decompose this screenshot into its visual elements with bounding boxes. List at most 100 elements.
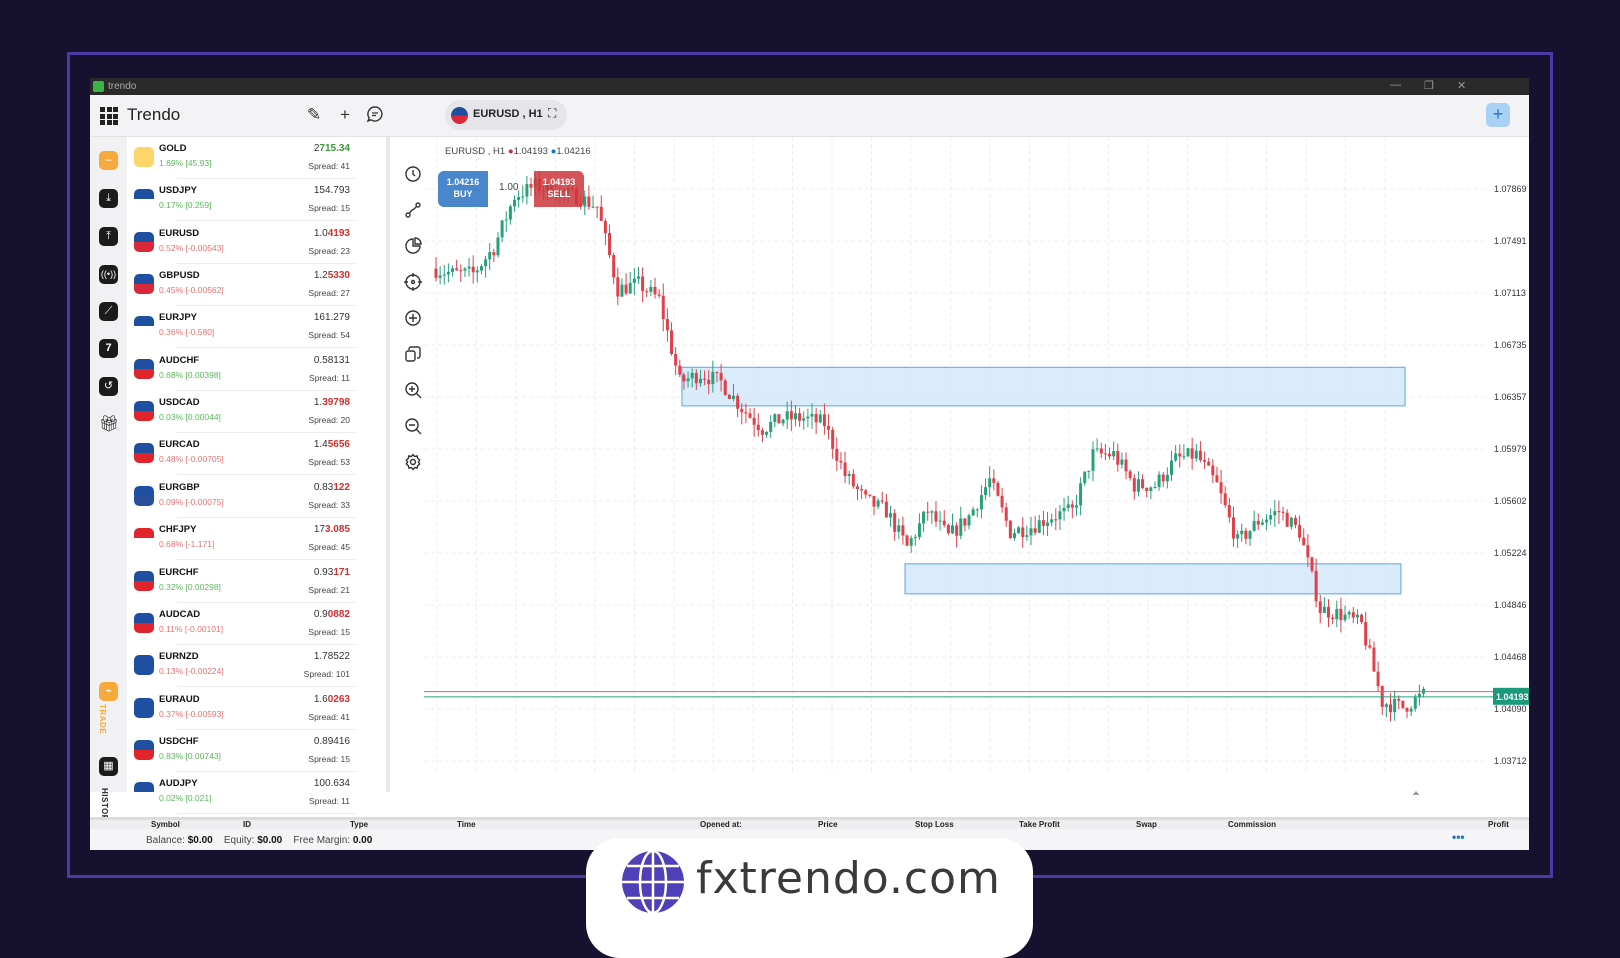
- gift-icon[interactable]: 🎁︎: [99, 416, 120, 433]
- column-swap[interactable]: Swap: [1136, 820, 1157, 829]
- symbol-row-eurchf[interactable]: EURCHF 0.32% [0.00298] 0.93171 Spread: 2…: [127, 561, 386, 603]
- symbol-name: USDCAD: [159, 397, 200, 409]
- candle-body: [744, 412, 748, 414]
- candle-body: [1136, 479, 1140, 492]
- layers-icon[interactable]: [404, 345, 422, 363]
- symbol-row-eurnzd[interactable]: EURNZD 0.13% [-0.00224] 1.78522 Spread: …: [127, 645, 386, 688]
- more-options-button[interactable]: •••: [1452, 830, 1465, 844]
- history-icon[interactable]: ↺: [99, 377, 118, 396]
- symbol-row-euraud[interactable]: EURAUD 0.37% [-0.00593] 1.60263 Spread: …: [127, 688, 386, 730]
- candle-body: [1116, 451, 1120, 465]
- candle-body: [1012, 533, 1016, 539]
- add-chart-button[interactable]: +: [1486, 103, 1510, 127]
- zoom-in-icon[interactable]: [404, 381, 422, 399]
- column-opened-at[interactable]: Opened at:: [700, 820, 742, 829]
- home-icon[interactable]: –: [99, 151, 118, 170]
- symbol-spread: Spread: 27: [308, 288, 350, 299]
- lot-size-input[interactable]: 1.00: [499, 182, 519, 193]
- candle-body: [670, 330, 674, 354]
- symbol-row-audcad[interactable]: AUDCAD 0.11% [-0.00101] 0.90882 Spread: …: [127, 603, 386, 645]
- candlestick-chart[interactable]: 1.07869 1.07491 1.07113 1.06735 1.06357 1.059…: [394, 137, 1529, 795]
- row-divider: [177, 262, 356, 264]
- candle-body: [442, 274, 446, 276]
- candle-body: [645, 291, 649, 293]
- history-calendar-icon[interactable]: ▦: [99, 757, 118, 776]
- symbol-row-eurgbp[interactable]: EURGBP 0.09% [-0.00075] 0.83122 Spread: …: [127, 476, 386, 518]
- candle-body: [1364, 622, 1368, 646]
- chat-icon[interactable]: [364, 105, 386, 127]
- candle-body: [793, 413, 797, 420]
- symbol-row-eurjpy[interactable]: EURJPY 0.36% [-0.580] 161.279 Spread: 54: [127, 306, 386, 349]
- zoom-out-icon[interactable]: [404, 417, 422, 435]
- symbol-row-usdchf[interactable]: USDCHF 0.83% [0.00743] 0.89416 Spread: 1…: [127, 730, 386, 772]
- symbol-row-gbpusd[interactable]: GBPUSD 0.45% [-0.00562] 1.25330 Spread: …: [127, 264, 386, 307]
- candle-body: [1058, 511, 1062, 520]
- column-symbol[interactable]: Symbol: [151, 820, 180, 829]
- trade-icon[interactable]: ⌁: [99, 682, 118, 701]
- crosshair-icon[interactable]: [404, 273, 422, 291]
- maximize-button[interactable]: ❐: [1424, 80, 1434, 92]
- symbol-row-usdcad[interactable]: USDCAD 0.03% [0.00044] 1.39798 Spread: 2…: [127, 391, 386, 434]
- close-button[interactable]: ✕: [1457, 80, 1467, 92]
- column-take-profit[interactable]: Take Profit: [1019, 820, 1060, 829]
- candle-body: [595, 206, 599, 208]
- add-icon[interactable]: [404, 309, 422, 327]
- symbol-row-eurusd[interactable]: EURUSD 0.52% [-0.00543] 1.04193 Spread: …: [127, 222, 386, 264]
- calendar-icon[interactable]: 7: [99, 339, 118, 358]
- symbol-row-audjpy[interactable]: AUDJPY 0.02% [0.021] 100.634 Spread: 11: [127, 772, 386, 815]
- candle-body: [756, 424, 760, 431]
- upload-icon[interactable]: ⤒: [99, 227, 118, 246]
- chart-area[interactable]: 1.07869 1.07491 1.07113 1.06735 1.06357 1.059…: [394, 137, 1529, 795]
- fullscreen-icon[interactable]: ⛶: [548, 106, 557, 120]
- column-stop-loss[interactable]: Stop Loss: [915, 820, 954, 829]
- symbol-tab[interactable]: EURUSD , H1 ⛶: [445, 100, 567, 130]
- row-divider: [177, 516, 356, 518]
- pie-icon[interactable]: [404, 237, 422, 255]
- candle-body: [1240, 530, 1244, 535]
- candle-body: [1393, 698, 1397, 713]
- candle-body: [959, 518, 963, 536]
- y-tick-label: 1.07491: [1494, 236, 1527, 246]
- settings-icon[interactable]: [404, 453, 422, 471]
- y-tick-label: 1.04846: [1494, 600, 1527, 610]
- symbol-row-gold[interactable]: GOLD 1.69% [45.93] 2715.34 Spread: 41: [127, 137, 386, 179]
- y-tick-label: 1.07113: [1494, 288, 1526, 298]
- trend-line-icon[interactable]: [404, 201, 422, 219]
- column-profit[interactable]: Profit: [1488, 820, 1509, 829]
- pencil-icon[interactable]: ✎: [306, 105, 322, 124]
- column-time[interactable]: Time: [457, 820, 476, 829]
- chart-icon[interactable]: ⟋: [99, 302, 118, 321]
- symbol-row-audchf[interactable]: AUDCHF 0.68% [0.00398] 0.58131 Spread: 1…: [127, 349, 386, 391]
- buy-button[interactable]: 1.04216 BUY: [438, 171, 488, 207]
- column-commission[interactable]: Commission: [1228, 820, 1277, 829]
- symbol-watchlist: GOLD 1.69% [45.93] 2715.34 Spread: 41 US…: [127, 137, 390, 815]
- candle-body: [1174, 453, 1178, 461]
- column-type[interactable]: Type: [350, 820, 369, 829]
- minimize-button[interactable]: —: [1390, 79, 1401, 91]
- y-tick-label: 1.03712: [1494, 756, 1527, 766]
- symbol-change: 0.17% [0.259]: [159, 200, 212, 211]
- candle-body: [1145, 487, 1149, 492]
- clock-icon[interactable]: [404, 165, 422, 183]
- history-label[interactable]: HISTORY: [100, 788, 109, 827]
- plus-icon[interactable]: +: [340, 105, 350, 124]
- sell-button[interactable]: 1.04193 SELL: [534, 171, 584, 207]
- download-icon[interactable]: ⤓: [99, 189, 118, 208]
- apps-grid-icon[interactable]: [100, 107, 118, 125]
- trade-label[interactable]: TRADE: [98, 704, 107, 735]
- candle-body: [1355, 614, 1359, 618]
- symbol-row-usdjpy[interactable]: USDJPY 0.17% [0.259] 154.793 Spread: 15: [127, 179, 386, 222]
- row-divider: [177, 432, 356, 434]
- candle-body: [1182, 456, 1186, 458]
- column-id[interactable]: ID: [243, 820, 251, 829]
- price-main: 0.83: [313, 481, 334, 493]
- broadcast-icon[interactable]: ((•)): [99, 265, 118, 284]
- candle-body: [827, 425, 831, 430]
- column-price[interactable]: Price: [818, 820, 838, 829]
- candle-body: [707, 379, 711, 385]
- symbol-spread: Spread: 15: [308, 753, 350, 764]
- symbol-row-chfjpy[interactable]: CHFJPY 0.68% [-1.171] 173.085 Spread: 45: [127, 518, 386, 561]
- candle-body: [1074, 505, 1078, 508]
- candle-body: [463, 268, 467, 271]
- symbol-row-eurcad[interactable]: EURCAD 0.48% [-0.00705] 1.45656 Spread: …: [127, 433, 386, 476]
